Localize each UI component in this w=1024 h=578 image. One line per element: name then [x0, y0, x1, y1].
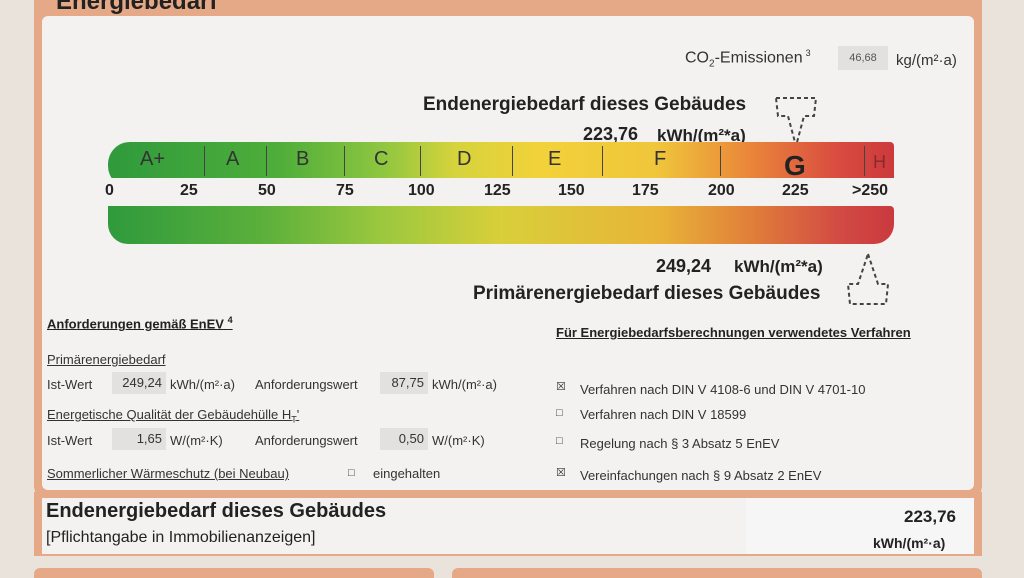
next-section-frame: [452, 568, 982, 578]
co2-label: CO2-Emissionen 3: [685, 48, 811, 70]
ist2-label: Ist-Wert: [47, 433, 93, 448]
method-label: Verfahren nach DIN V 18599: [580, 407, 747, 422]
endenergie-value: 223,76: [583, 124, 639, 144]
ist2-value: 1,65: [112, 428, 166, 450]
quality-section: Energetische Qualität der Gebäudehülle H…: [47, 407, 300, 425]
anf-label: Anforderungswert: [255, 377, 358, 392]
endenergie-unit: kWh/(m²*a): [657, 126, 746, 145]
class-label-f: F: [654, 148, 667, 170]
class-label-e: E: [548, 148, 562, 170]
co2-value: 46,68: [838, 46, 888, 70]
methods-heading: Für Energiebedarfsberechnungen verwendet…: [556, 325, 911, 340]
tick-label: 200: [708, 182, 735, 199]
scale-separator: [720, 146, 721, 176]
summer-protection-label: Sommerlicher Wärmeschutz (bei Neubau): [47, 466, 290, 481]
ist2-unit: W/(m²·K): [170, 433, 223, 448]
tick-label: 100: [408, 182, 435, 199]
summer-checkbox: □: [348, 467, 355, 479]
endenergie-arrow-icon: [774, 97, 818, 150]
tick-label: 150: [558, 182, 585, 199]
endenergie-title: Endenergiebedarf dieses Gebäudes: [423, 94, 747, 115]
requirements-heading: Anforderungen gemäß EnEV 4: [47, 315, 233, 332]
tick-label: 50: [258, 182, 276, 199]
summer-value: eingehalten: [373, 466, 441, 481]
co2-unit: kg/(m²·a): [896, 52, 957, 69]
method-checkbox: ☒: [556, 467, 566, 479]
tick-label: 225: [782, 182, 809, 199]
class-label-b: B: [296, 148, 310, 170]
method-checkbox: □: [556, 435, 563, 447]
class-label-h: H: [873, 152, 886, 172]
class-label-a-plus: A+: [140, 148, 166, 170]
primary-demand-section: Primärenergiebedarf: [47, 352, 166, 367]
next-section-frame: [34, 568, 434, 578]
energy-scale-bottom: [108, 206, 894, 244]
ist-label: Ist-Wert: [47, 377, 93, 392]
footer-unit: kWh/(m²·a): [873, 535, 946, 551]
anf2-value: 0,50: [380, 428, 428, 450]
anf2-label: Anforderungswert: [255, 433, 358, 448]
tick-label: 125: [484, 182, 511, 199]
class-label-a: A: [226, 148, 240, 170]
method-label: Regelung nach § 3 Absatz 5 EnEV: [580, 436, 780, 451]
method-checkbox: □: [556, 407, 563, 419]
ist-unit: kWh/(m²·a): [170, 377, 235, 392]
class-label-g: G: [784, 150, 806, 181]
page-title: Energiebedarf: [56, 0, 218, 15]
class-label-d: D: [457, 148, 472, 170]
scale-separator: [420, 146, 421, 176]
scale-separator: [266, 146, 267, 176]
footer-title: Endenergiebedarf dieses Gebäudes: [46, 500, 387, 522]
tick-label: 0: [105, 182, 114, 199]
anf-value: 87,75: [380, 372, 428, 394]
anf-unit: kWh/(m²·a): [432, 377, 497, 392]
scale-separator: [864, 146, 865, 176]
tick-label: 175: [632, 182, 659, 199]
primaer-title: Primärenergiebedarf dieses Gebäudes: [473, 283, 821, 304]
primaer-unit: kWh/(m²*a): [734, 257, 823, 276]
tick-label: 25: [180, 182, 198, 199]
scale-separator: [344, 146, 345, 176]
ist-value: 249,24: [112, 372, 166, 394]
tick-band: [108, 178, 894, 206]
primaer-value: 249,24: [656, 256, 712, 276]
tick-label: 75: [336, 182, 354, 199]
scale-separator: [602, 146, 603, 176]
method-checkbox: ☒: [556, 381, 566, 393]
anf2-unit: W/(m²·K): [432, 433, 485, 448]
scale-separator: [512, 146, 513, 176]
scale-separator: [204, 146, 205, 176]
footer-value-area: [746, 498, 974, 554]
footer-subtitle: [Pflichtangabe in Immobilienanzeigen]: [46, 529, 316, 546]
footer-label-area: [42, 498, 746, 554]
footer-value: 223,76: [904, 507, 956, 526]
class-label-c: C: [374, 148, 389, 170]
method-label: Vereinfachungen nach § 9 Absatz 2 EnEV: [580, 468, 822, 483]
main-panel: [42, 16, 974, 490]
primaer-arrow-icon: [846, 250, 890, 305]
tick-label: >250: [852, 182, 889, 199]
method-label: Verfahren nach DIN V 4108-6 und DIN V 47…: [580, 382, 866, 397]
